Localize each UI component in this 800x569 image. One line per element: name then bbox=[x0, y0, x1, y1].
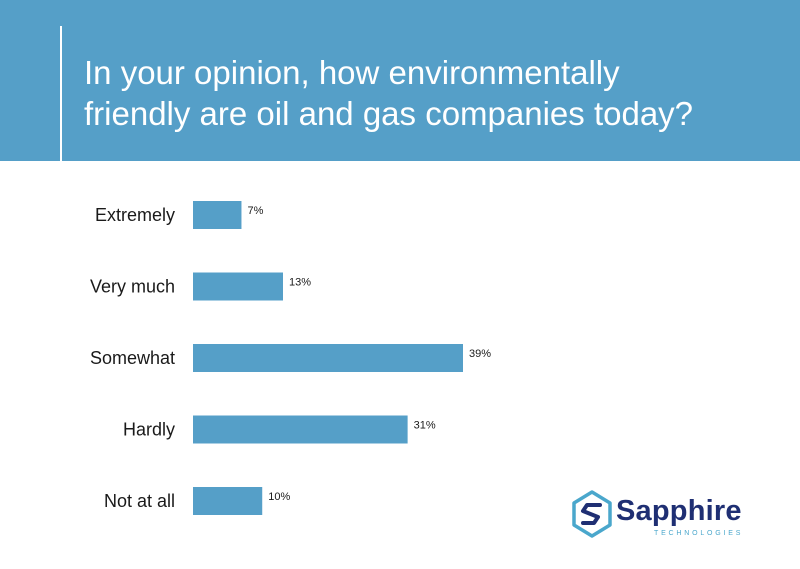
bar-chart: Extremely 7% Very much 13% Somewhat 39% Hardly… bbox=[90, 201, 491, 515]
value-label: 10% bbox=[268, 491, 290, 503]
bar bbox=[193, 201, 242, 229]
category-label: Very much bbox=[90, 277, 175, 297]
category-label: Not at all bbox=[104, 491, 175, 511]
logo-subtitle: TECHNOLOGIES bbox=[654, 530, 744, 537]
category-label: Hardly bbox=[123, 420, 175, 440]
logo-name: Sapphire bbox=[616, 495, 742, 527]
category-label: Somewhat bbox=[90, 348, 175, 368]
bar bbox=[193, 344, 463, 372]
header-accent-line bbox=[60, 26, 62, 161]
value-label: 31% bbox=[414, 420, 436, 432]
bar bbox=[193, 272, 283, 301]
value-label: 39% bbox=[469, 348, 491, 360]
sapphire-s-icon bbox=[572, 490, 612, 538]
bar bbox=[193, 487, 263, 515]
bar bbox=[193, 415, 408, 444]
value-label: 13% bbox=[289, 277, 311, 289]
category-label: Extremely bbox=[95, 205, 175, 225]
page-title: In your opinion, how environmentally fri… bbox=[84, 52, 784, 134]
value-label: 7% bbox=[247, 205, 263, 217]
sapphire-logo: Sapphire TECHNOLOGIES bbox=[570, 489, 760, 549]
title-line-1: In your opinion, how environmentally bbox=[84, 54, 620, 91]
title-line-2: friendly are oil and gas companies today… bbox=[84, 95, 694, 132]
header-banner: In your opinion, how environmentally fri… bbox=[0, 0, 800, 161]
